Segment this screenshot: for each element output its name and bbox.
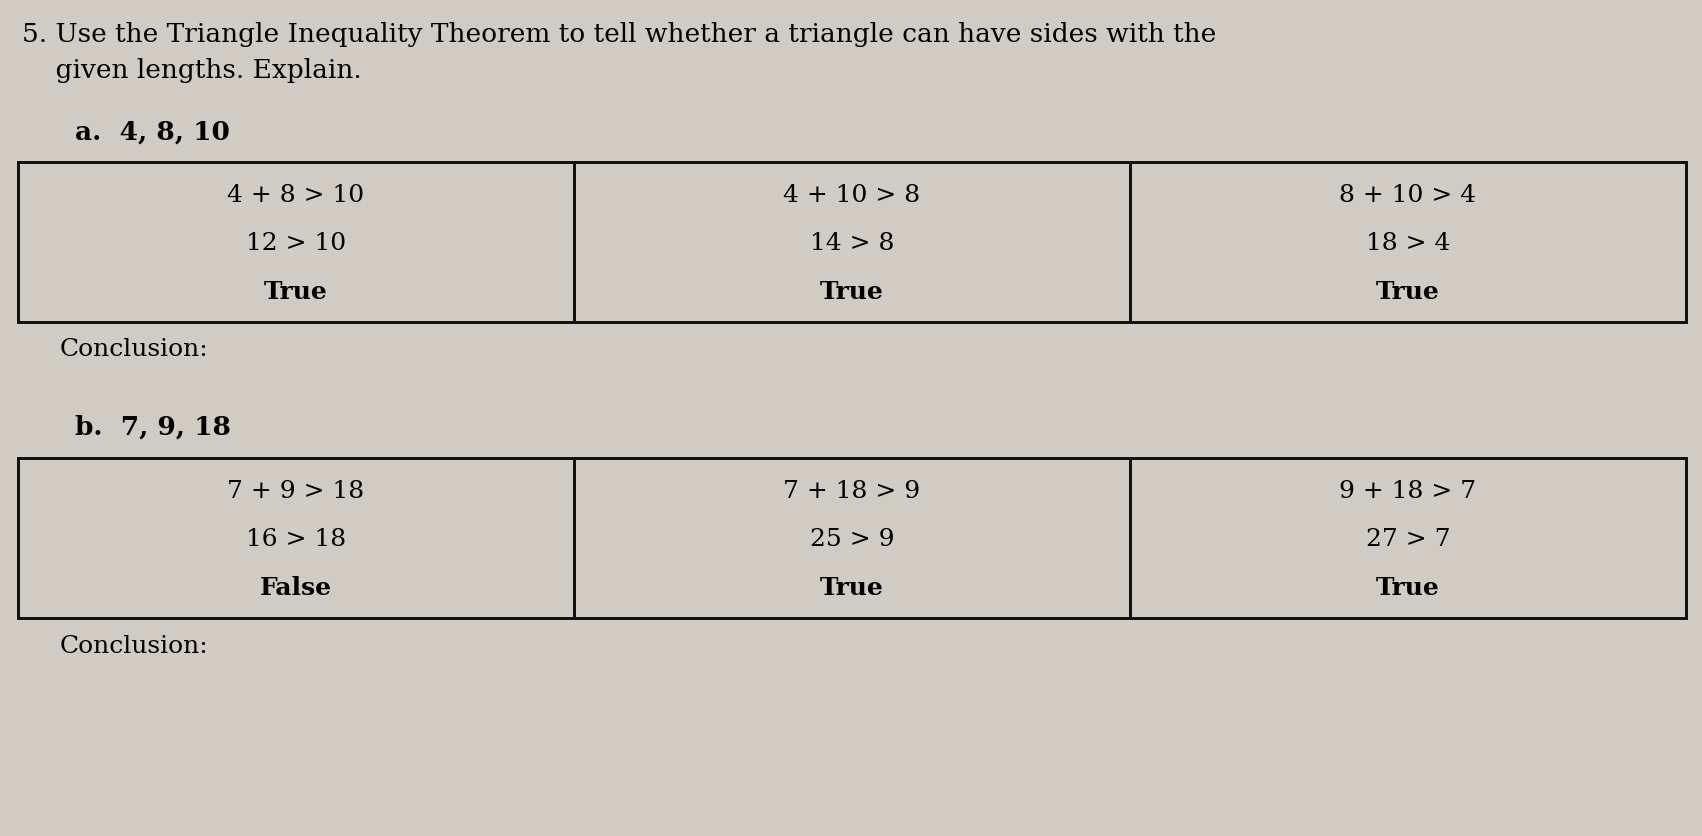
Bar [574,458,1130,618]
Text: 8 + 10 > 4: 8 + 10 > 4 [1339,184,1477,207]
Text: 7 + 9 > 18: 7 + 9 > 18 [228,480,364,503]
Bar [19,162,1687,322]
Text: b.  7, 9, 18: b. 7, 9, 18 [75,415,231,440]
Text: 27 > 7: 27 > 7 [1365,528,1450,551]
Text: 25 > 9: 25 > 9 [810,528,894,551]
Text: given lengths. Explain.: given lengths. Explain. [22,58,363,83]
Bar [19,458,574,618]
Text: Conclusion:: Conclusion: [60,338,209,361]
Text: False: False [260,576,332,600]
Bar [1130,162,1687,322]
Text: True: True [1375,576,1440,600]
Text: True: True [820,576,883,600]
Text: 5. Use the Triangle Inequality Theorem to tell whether a triangle can have sides: 5. Use the Triangle Inequality Theorem t… [22,22,1217,47]
Bar [19,162,574,322]
Text: 16 > 18: 16 > 18 [245,528,346,551]
Text: a.  4, 8, 10: a. 4, 8, 10 [75,120,230,145]
Text: 7 + 18 > 9: 7 + 18 > 9 [783,480,921,503]
Text: True: True [820,280,883,304]
Bar [19,458,1687,618]
Text: 14 > 8: 14 > 8 [810,232,894,255]
Text: 4 + 10 > 8: 4 + 10 > 8 [783,184,921,207]
Text: True: True [1375,280,1440,304]
Text: 9 + 18 > 7: 9 + 18 > 7 [1339,480,1477,503]
Text: Conclusion:: Conclusion: [60,635,209,658]
Bar [574,162,1130,322]
Bar [1130,458,1687,618]
Text: 18 > 4: 18 > 4 [1365,232,1450,255]
Text: 4 + 8 > 10: 4 + 8 > 10 [228,184,364,207]
Text: True: True [264,280,328,304]
Text: 12 > 10: 12 > 10 [245,232,346,255]
